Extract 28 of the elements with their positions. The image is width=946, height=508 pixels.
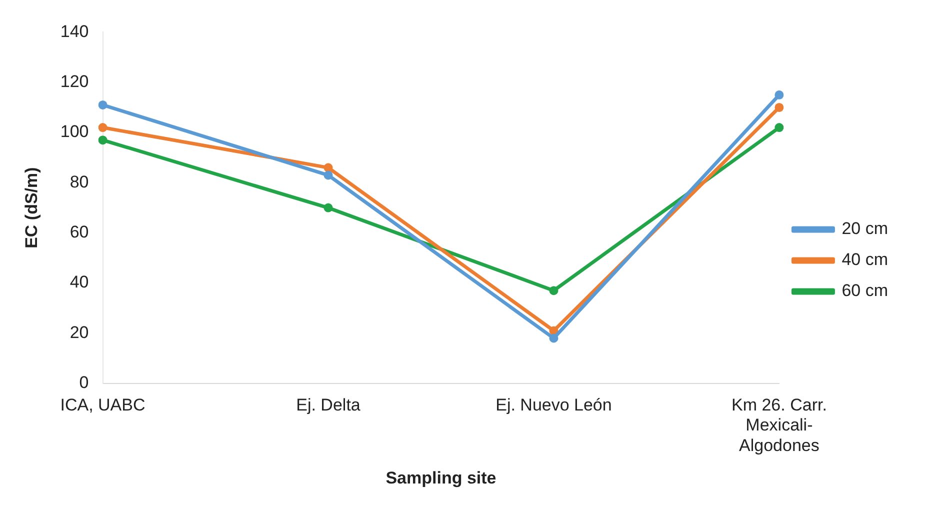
point: [324, 163, 333, 172]
y-tick-label: 80: [70, 172, 89, 192]
y-tick-label: 120: [60, 72, 89, 92]
y-tick-label: 40: [70, 272, 89, 292]
point: [98, 136, 108, 145]
y-tick-label: 0: [79, 373, 89, 392]
point: [98, 123, 108, 132]
x-tick-label: Ej. Delta: [296, 395, 361, 414]
point: [324, 170, 333, 180]
point: [98, 100, 108, 110]
legend-label: 20 cm: [842, 219, 888, 238]
point: [774, 123, 784, 132]
x-tick-label: Ej. Nuevo León: [496, 395, 612, 414]
y-tick-label: 100: [60, 122, 89, 142]
x-tick-label: ICA, UABC: [60, 395, 146, 414]
legend-label: 40 cm: [842, 250, 888, 270]
y-tick-label: 140: [60, 22, 89, 41]
y-axis-title: EC (dS/m): [22, 167, 41, 248]
y-tick-label: 20: [70, 322, 89, 342]
x-tick-label: Km 26. Carr. Mexicali-Algodones: [731, 395, 827, 456]
point: [549, 286, 558, 296]
point: [324, 203, 333, 212]
point: [774, 90, 784, 100]
point: [774, 102, 784, 112]
legend-label: 60 cm: [842, 281, 888, 300]
point: [549, 334, 558, 343]
x-axis-title: Sampling site: [386, 468, 496, 488]
y-tick-label: 60: [70, 222, 89, 242]
